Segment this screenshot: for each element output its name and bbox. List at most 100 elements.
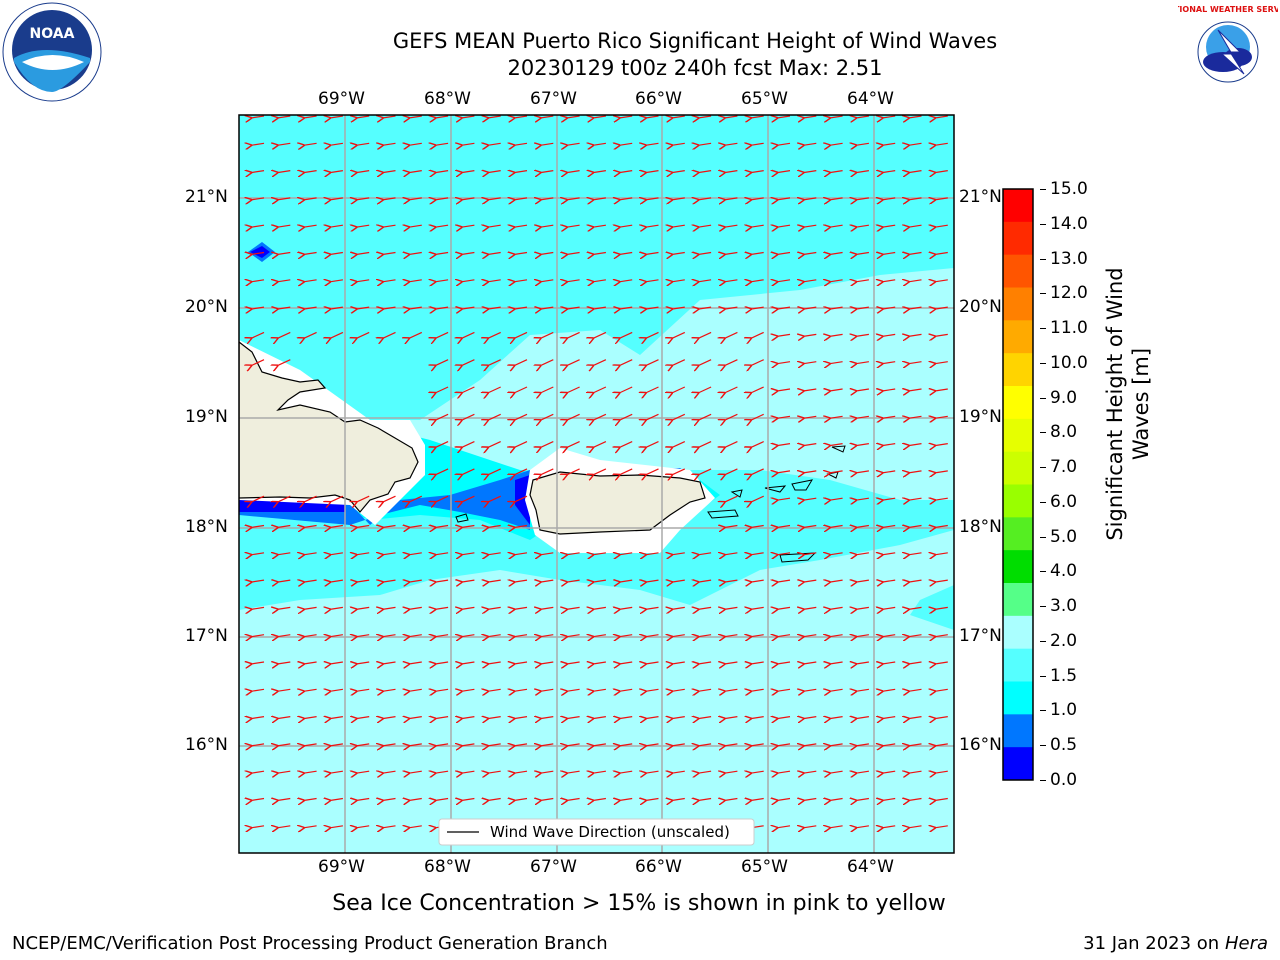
wave-direction-arrow bbox=[514, 580, 528, 582]
wave-direction-arrow bbox=[356, 717, 370, 719]
wave-direction-arrow bbox=[777, 334, 791, 336]
wave-direction-arrow bbox=[698, 635, 712, 637]
wave-direction-arrow bbox=[488, 359, 501, 366]
wave-direction-arrow bbox=[383, 116, 396, 118]
wave-direction-arrow bbox=[514, 744, 528, 746]
wave-direction-arrow bbox=[461, 799, 475, 801]
st-thomas-island bbox=[764, 485, 787, 493]
wave-direction-arrow bbox=[409, 116, 422, 118]
wave-direction-arrow bbox=[593, 116, 606, 118]
lat-label-left-20n: 20°N bbox=[185, 297, 228, 317]
wave-direction-arrow bbox=[540, 359, 554, 366]
wave-direction-arrow bbox=[488, 171, 501, 173]
wave-direction-arrow bbox=[461, 280, 475, 282]
wave-direction-arrow bbox=[488, 441, 501, 448]
wave-direction-arrow bbox=[935, 526, 948, 528]
wave-direction-arrow bbox=[567, 744, 580, 746]
wave-direction-arrow bbox=[567, 413, 580, 420]
wave-direction-arrow bbox=[909, 171, 922, 173]
colorbar-label-line2: Waves [m] bbox=[1129, 347, 1153, 461]
wave-direction-arrow bbox=[672, 307, 685, 309]
lon-label-top-66w: 66°W bbox=[635, 89, 682, 109]
wave-direction-arrow bbox=[514, 689, 528, 691]
colorbar-segment bbox=[1003, 648, 1033, 682]
wave-direction-arrow bbox=[751, 635, 764, 637]
wave-direction-arrow bbox=[435, 225, 449, 227]
wave-direction-arrow bbox=[909, 389, 922, 391]
wave-direction-arrow bbox=[514, 468, 528, 475]
wave-direction-arrow bbox=[646, 744, 659, 746]
wave-direction-arrow bbox=[698, 717, 712, 719]
wave-direction-arrow bbox=[593, 635, 606, 637]
wave-direction-arrow bbox=[777, 689, 791, 691]
lon-label-bottom-65w: 65°W bbox=[741, 857, 788, 877]
wave-direction-arrow bbox=[909, 662, 922, 664]
wave-direction-arrow bbox=[356, 662, 370, 664]
wave-direction-arrow bbox=[567, 307, 580, 309]
wave-direction-arrow bbox=[435, 635, 449, 637]
wave-direction-arrow bbox=[383, 495, 396, 502]
wave-direction-arrow bbox=[672, 553, 685, 555]
wave-direction-arrow bbox=[803, 689, 817, 691]
colorbar-tick-mark bbox=[1040, 189, 1046, 190]
wave-direction-arrow bbox=[409, 171, 422, 173]
wave-direction-arrow bbox=[803, 334, 817, 336]
wave-direction-arrow bbox=[803, 171, 817, 173]
wave-direction-arrow bbox=[488, 662, 501, 664]
wave-direction-arrow bbox=[909, 689, 922, 691]
wave-direction-arrow bbox=[488, 386, 501, 393]
wave-direction-arrow bbox=[593, 280, 606, 282]
wave-direction-arrow bbox=[751, 468, 764, 475]
wave-direction-arrow bbox=[383, 225, 396, 227]
wave-direction-arrow bbox=[251, 744, 265, 746]
wave-direction-arrow bbox=[383, 826, 396, 828]
wave-direction-arrow bbox=[383, 143, 396, 145]
wave-direction-arrow bbox=[935, 416, 948, 418]
wave-direction-arrow bbox=[540, 253, 554, 255]
colorbar-segment bbox=[1003, 615, 1033, 650]
wave-direction-arrow bbox=[277, 799, 291, 801]
wave-direction-arrow bbox=[724, 280, 738, 282]
sea-ice-note: Sea Ice Concentration > 15% is shown in … bbox=[332, 891, 946, 916]
wave-direction-arrow bbox=[356, 689, 370, 691]
wave-direction-arrow bbox=[304, 116, 317, 118]
wave-direction-arrow bbox=[698, 689, 712, 691]
wave-direction-arrow bbox=[935, 116, 948, 118]
wave-direction-arrow bbox=[909, 307, 922, 309]
wave-direction-arrow bbox=[935, 580, 948, 582]
wave-direction-arrow bbox=[777, 471, 791, 473]
wave-direction-arrow bbox=[540, 717, 554, 719]
wave-direction-arrow bbox=[567, 253, 580, 255]
footer-left: NCEP/EMC/Verification Post Processing Pr… bbox=[12, 933, 608, 954]
wave-direction-arrow bbox=[330, 799, 343, 801]
wave-direction-arrow bbox=[777, 717, 791, 719]
wave-direction-arrow bbox=[409, 253, 422, 255]
wave-direction-arrow bbox=[935, 662, 948, 664]
wave-direction-arrow bbox=[856, 307, 869, 309]
colorbar-tick-mark bbox=[1040, 745, 1046, 747]
wave-direction-arrow bbox=[251, 635, 265, 637]
wave-direction-arrow bbox=[698, 171, 712, 173]
wave-direction-arrow bbox=[435, 441, 449, 448]
wave-direction-arrow bbox=[593, 413, 607, 420]
wave-direction-arrow bbox=[909, 116, 922, 118]
wave-direction-arrow bbox=[803, 662, 817, 664]
wave-direction-arrow bbox=[277, 526, 291, 528]
wave-direction-arrow bbox=[935, 553, 948, 555]
wave-direction-arrow bbox=[277, 280, 291, 282]
colorbar-segment bbox=[1003, 484, 1033, 518]
wave-direction-arrow bbox=[304, 662, 317, 664]
wave-direction-arrow bbox=[724, 495, 738, 502]
wave-direction-arrow bbox=[593, 225, 606, 227]
wave-direction-arrow bbox=[277, 359, 291, 366]
wave-direction-arrow bbox=[777, 362, 791, 364]
colorbar-tick-label: 0.0 bbox=[1050, 770, 1078, 790]
wave-direction-arrow bbox=[488, 143, 501, 145]
wave-direction-arrow bbox=[567, 441, 580, 448]
virgin-gorda-island bbox=[826, 471, 839, 479]
wave-direction-arrow bbox=[935, 744, 948, 746]
colorbar-tick-mark bbox=[1040, 536, 1046, 538]
wave-direction-arrow bbox=[882, 607, 896, 609]
wave-direction-arrow bbox=[672, 799, 685, 801]
wave-direction-arrow bbox=[803, 826, 817, 828]
